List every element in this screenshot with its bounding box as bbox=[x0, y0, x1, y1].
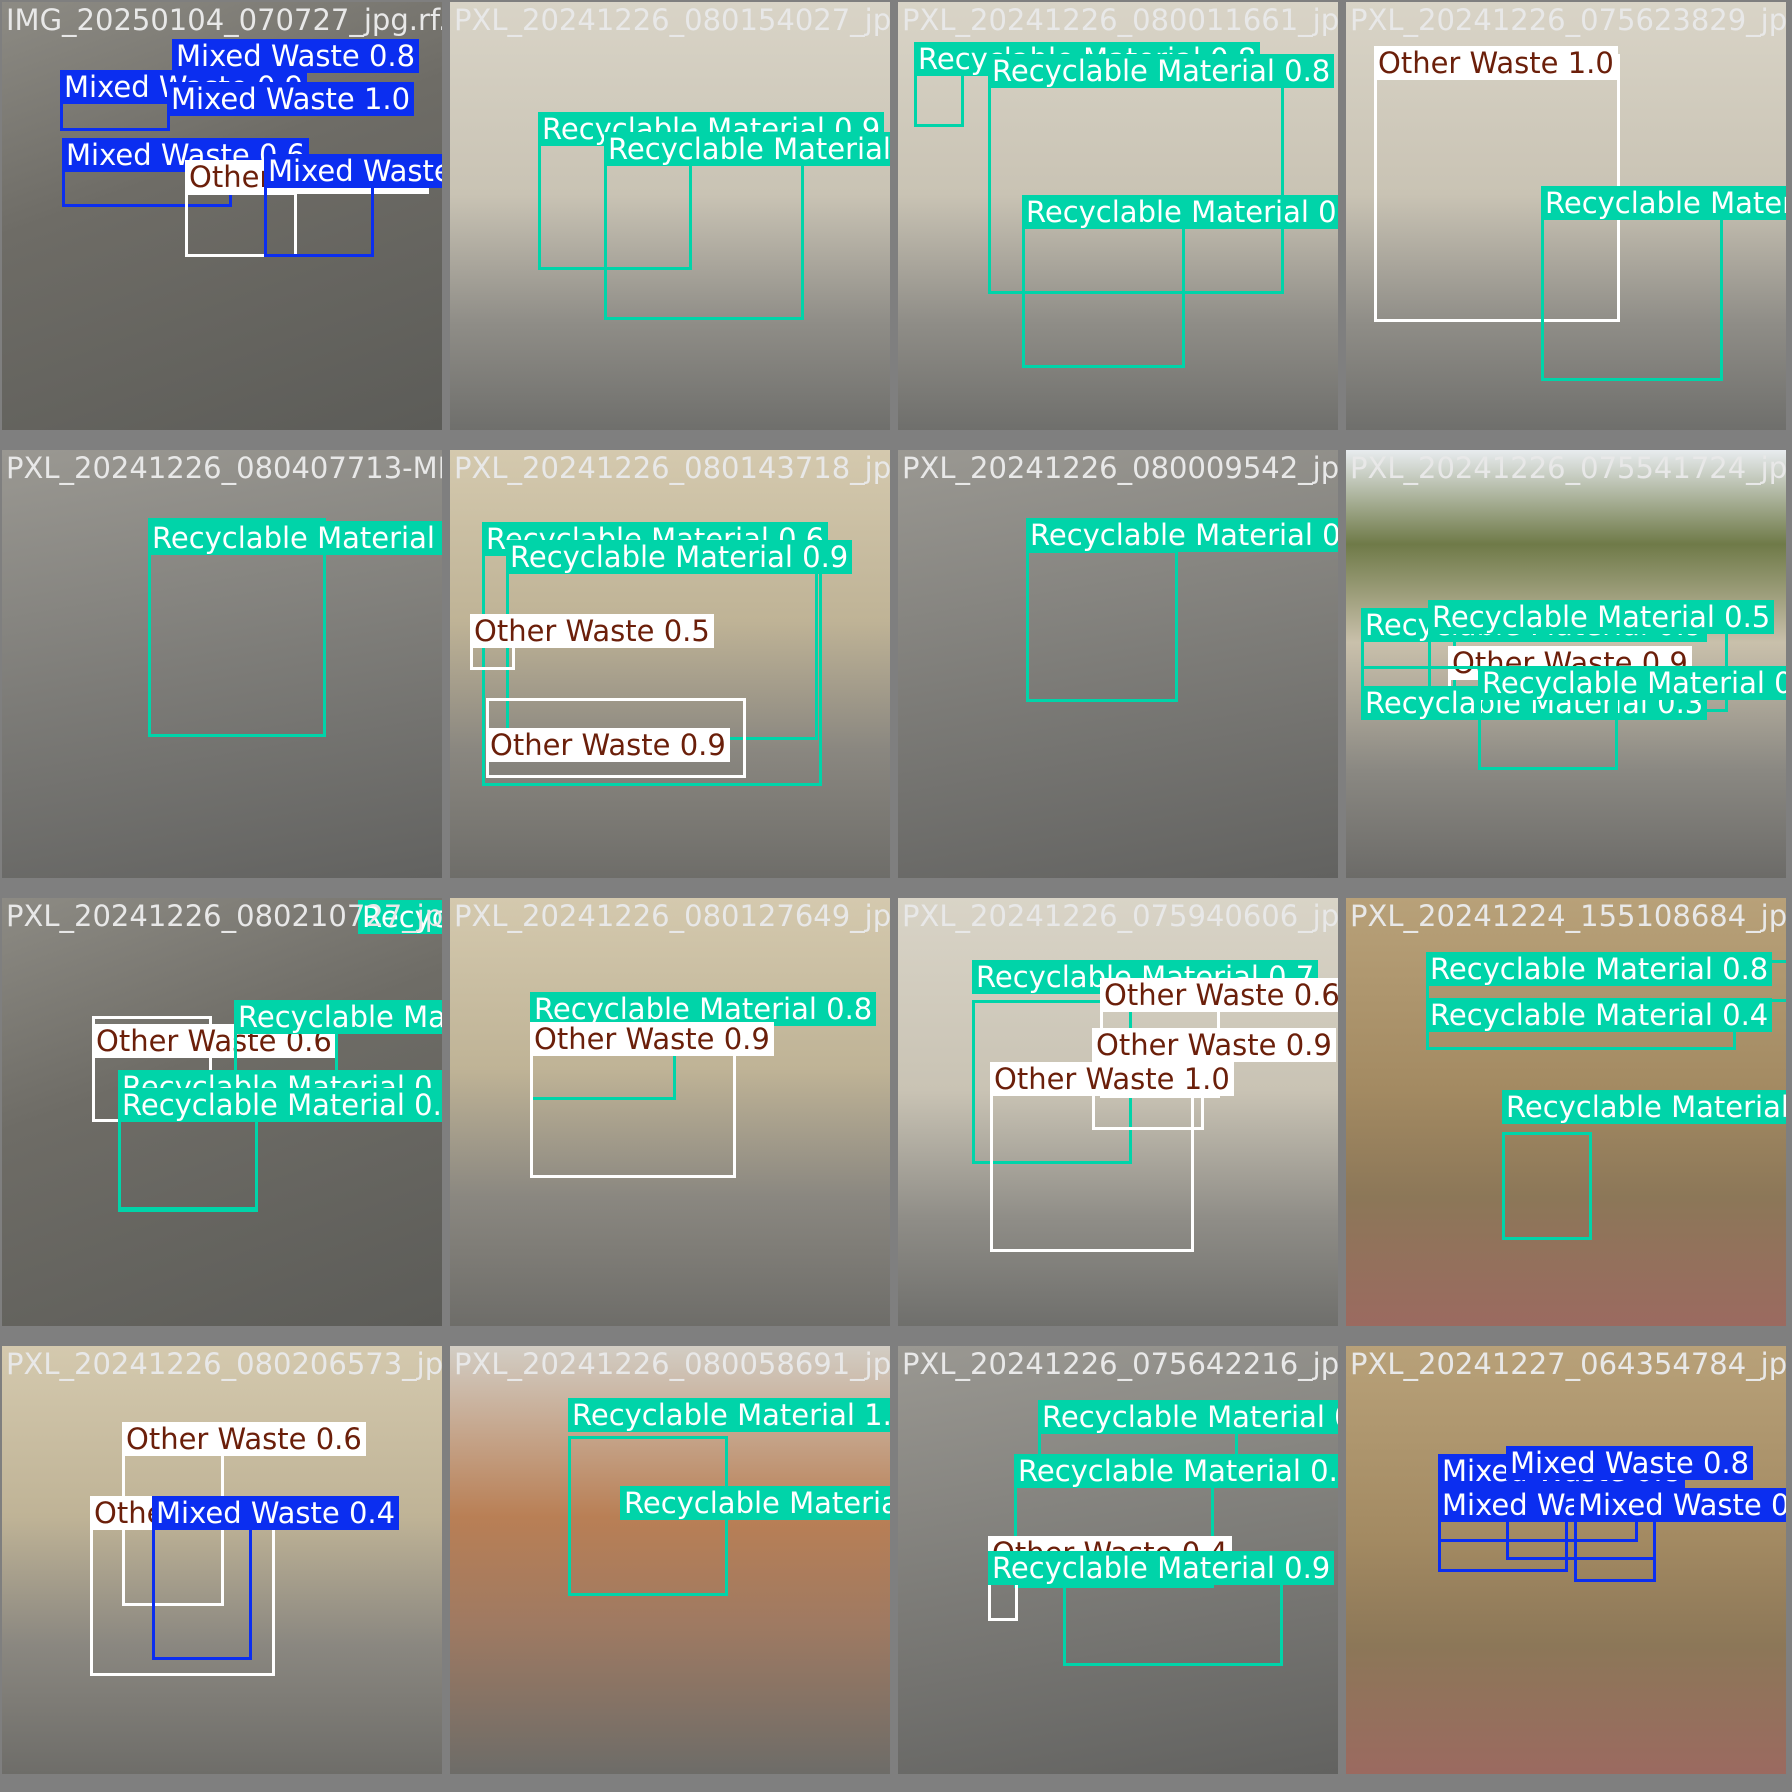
tile-filename: PXL_20241226_080407713-MP_jpg.rf.d7a3 bbox=[6, 451, 442, 485]
image-tile: PXL_20241226_075940606_jpg.rf.a1b2c3Recy… bbox=[898, 898, 1338, 1326]
detection-label: Recyclable Material 0.9 bbox=[1478, 666, 1786, 700]
tile-filename: PXL_20241226_075541724_jpg.rf.26a1e8 bbox=[1350, 451, 1786, 485]
detection-label: Mixed Waste 0.8 bbox=[1506, 1446, 1754, 1480]
detection-label: Other Waste 0.9 bbox=[530, 1022, 774, 1056]
detection-label: Other Waste 0.9 bbox=[1092, 1028, 1336, 1062]
detection-label: Recyclable Material 0.9 bbox=[1026, 518, 1338, 552]
detection-label: Mixed Waste 0.4 bbox=[152, 1496, 400, 1530]
tile-filename: PXL_20241226_080009542_jpg.rf.b09e76 bbox=[902, 451, 1338, 485]
tile-filename: PXL_20241226_075940606_jpg.rf.a1b2c3 bbox=[902, 899, 1338, 933]
tile-filename: PXL_20241226_080206573_jpg.rf.b7c8d9 bbox=[6, 1347, 442, 1381]
detection-label: Other Waste 0.9 bbox=[486, 728, 730, 762]
bounding-box bbox=[1541, 198, 1723, 381]
detection-label: Recyclable Material 1.0 bbox=[568, 1398, 890, 1432]
image-tile: PXL_20241226_080206573_jpg.rf.b7c8d9 Othe… bbox=[2, 1346, 442, 1774]
detection-label: Recyclable Material 1.0 bbox=[1541, 186, 1786, 220]
image-tile: PXL_20241226_080407713-MP_jpg.rf.d7a3 Rec… bbox=[2, 450, 442, 878]
tile-filename: PXL_20241224_155108684_jpg.rf.d4e5f6 bbox=[1350, 899, 1786, 933]
detection-label: Recyclable Material 0.8 bbox=[530, 992, 877, 1026]
tile-filename: IMG_20250104_070727_jpg.rf.82527f1256 bbox=[6, 3, 442, 37]
detection-label: Recyclable Material 0.9 bbox=[1038, 1400, 1338, 1434]
detection-label: Mixed Waste 1.0 bbox=[167, 82, 415, 116]
bounding-box bbox=[530, 1052, 736, 1178]
detection-label: Recyclable Material 0.9 bbox=[604, 132, 890, 166]
bounding-box bbox=[1022, 206, 1185, 368]
tile-filename: PXL_20241226_080143718_jpg.rf.c0a1b2 bbox=[454, 451, 890, 485]
detection-label: Recyclable Material 0.8 bbox=[1426, 952, 1773, 986]
detection-label: Mixed Waste 0.3 bbox=[264, 154, 442, 188]
detection-label: Recyclable Material 0.4 bbox=[1022, 195, 1338, 229]
tile-photo bbox=[450, 2, 890, 430]
bounding-box bbox=[990, 1070, 1194, 1252]
tile-filename: PXL_20241226_075642216_jpg.rf.e2f3a4 bbox=[902, 1347, 1338, 1381]
tile-filename: PXL_20241226_080154027_jpg.rf.ae0f3d2 bbox=[454, 3, 890, 37]
image-tile: IMG_20250104_070727_jpg.rf.82527f1256Mix… bbox=[2, 2, 442, 430]
detection-label: Recyclable Material 0.8 bbox=[988, 54, 1335, 88]
bounding-box bbox=[1502, 1132, 1592, 1240]
image-tile: PXL_20241226_075623829_jpg.rf.a09e6a Othe… bbox=[1346, 2, 1786, 430]
bounding-box bbox=[604, 152, 804, 320]
detection-label: Recyclable Material 0.5 bbox=[1428, 600, 1775, 634]
image-tile: PXL_20241226_080143718_jpg.rf.c0a1b2 Recy… bbox=[450, 450, 890, 878]
detection-label: Recyclable Material 0.5 bbox=[1502, 1090, 1786, 1124]
detection-label: Recyclable Material 0.9 bbox=[506, 540, 853, 574]
detection-label: Mixed Waste 0.9 bbox=[1574, 1488, 1786, 1522]
detection-label: Recyclable Material 0.7 bbox=[358, 900, 442, 934]
tile-photo bbox=[450, 898, 890, 1326]
image-tile: PXL_20241226_080058691_jpg.rf.c08d1e Recy… bbox=[450, 1346, 890, 1774]
tile-filename: PXL_20241226_080127649_jpg.rf.e4f5a6 bbox=[454, 899, 890, 933]
detection-label: Other Waste 0.6 bbox=[1100, 978, 1338, 1012]
detection-label: Other Waste 0.5 bbox=[470, 614, 714, 648]
image-tile: PXL_20241226_075541724_jpg.rf.26a1e8 Recy… bbox=[1346, 450, 1786, 878]
detection-label: Recyclable Material 1.0 bbox=[148, 521, 442, 555]
detection-label: Other Waste 0.6 bbox=[92, 1024, 336, 1058]
image-tile: PXL_20241226_080154027_jpg.rf.ae0f3d2 Rec… bbox=[450, 2, 890, 430]
image-tile: PXL_20241226_080127649_jpg.rf.e4f5a6 Recy… bbox=[450, 898, 890, 1326]
detection-label: Recyclable Material 0.7 bbox=[118, 1088, 442, 1122]
image-tile: PXL_20241226_075642216_jpg.rf.e2f3a4 Recy… bbox=[898, 1346, 1338, 1774]
bounding-box bbox=[148, 518, 326, 737]
tile-filename: PXL_20241226_080011661_jpg.rf.1f917c bbox=[902, 3, 1338, 37]
detection-label: Other Waste 1.0 bbox=[1374, 46, 1618, 80]
image-tile: PXL_20241226_080210727_jpg.rf.9c3d4eRecy… bbox=[2, 898, 442, 1326]
detection-label: Other Waste 1.0 bbox=[990, 1062, 1234, 1096]
tile-filename: PXL_20241226_080058691_jpg.rf.c08d1e bbox=[454, 1347, 890, 1381]
detection-label: Recyclable Material 0.4 bbox=[1426, 998, 1773, 1032]
image-tile: PXL_20241226_080011661_jpg.rf.1f917c Recy… bbox=[898, 2, 1338, 430]
tile-filename: PXL_20241226_075623829_jpg.rf.a09e6a bbox=[1350, 3, 1786, 37]
detection-label: Other Waste 0.6 bbox=[122, 1422, 366, 1456]
image-tile: PXL_20241224_155108684_jpg.rf.d4e5f6 Recy… bbox=[1346, 898, 1786, 1326]
detection-label: Recyclable Material 0.8 bbox=[620, 1486, 890, 1520]
tile-filename: PXL_20241226_080210727_jpg.rf.9c3d4e bbox=[6, 899, 442, 933]
bounding-box bbox=[1026, 550, 1178, 702]
detection-label: Recyclable Material 0.8 bbox=[234, 1000, 442, 1034]
image-tile: PXL_20241226_080009542_jpg.rf.b09e76 Recy… bbox=[898, 450, 1338, 878]
tile-filename: PXL_20241227_064354784_jpg.rf.f5a6b7 bbox=[1350, 1347, 1786, 1381]
detection-label: Recyclable Material 0.9 bbox=[988, 1551, 1335, 1585]
detection-label: Mixed Waste 0.8 bbox=[172, 39, 420, 73]
detection-label: Recyclable Material 0.9 bbox=[1014, 1454, 1338, 1488]
image-tile: PXL_20241227_064354784_jpg.rf.f5a6b7 Mixe… bbox=[1346, 1346, 1786, 1774]
